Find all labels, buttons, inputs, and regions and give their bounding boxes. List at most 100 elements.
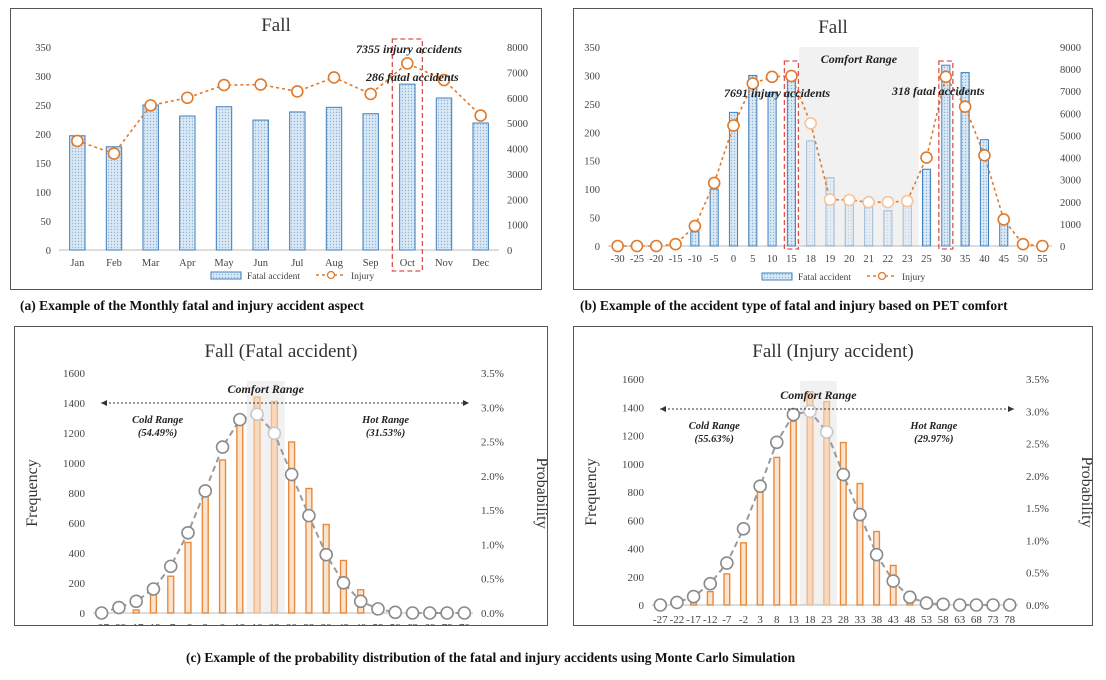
range-arrow-left xyxy=(101,400,107,406)
x-tick-label: 18 xyxy=(805,614,817,625)
y2-tick-label: 2.5% xyxy=(481,437,504,449)
y2-tick-label: 0.5% xyxy=(481,574,504,586)
y-tick-label: 800 xyxy=(69,488,86,500)
chart-svg: Fall (Injury accident) 0 200 400 600 800 1000 1… xyxy=(583,341,1092,625)
line-marker xyxy=(267,426,282,441)
line-marker xyxy=(688,219,702,233)
x-tick-label: -7 xyxy=(166,622,176,625)
x-tick-label: -17 xyxy=(129,622,144,625)
line-marker xyxy=(669,237,682,251)
line-marker xyxy=(302,508,316,523)
line-marker xyxy=(254,78,267,91)
comfort-range-shade xyxy=(799,47,919,246)
annotation-fatal: 286 fatal accidents xyxy=(365,70,459,84)
y-tick-label: 300 xyxy=(584,71,600,82)
chart-panel-c-injury: Fall (Injury accident) 0 200 400 600 800 1000 1… xyxy=(573,326,1093,626)
caption-b: (b) Example of the accident type of fata… xyxy=(580,298,1008,313)
x-tick-label: Aug xyxy=(325,258,344,269)
y2-tick-label: 2000 xyxy=(507,195,528,206)
line-marker xyxy=(819,425,834,439)
bar xyxy=(399,83,416,251)
y2-tick-label: 9000 xyxy=(1060,43,1081,54)
y2-tick-label: 4000 xyxy=(1060,154,1081,165)
x-tick-label: 3 xyxy=(203,622,209,625)
line-marker xyxy=(163,559,178,574)
x-tick-label: May xyxy=(214,258,234,269)
x-tick-label: -17 xyxy=(686,614,701,625)
chart-title: Fall (Injury accident) xyxy=(752,341,913,362)
cold-range-label: Cold Range xyxy=(689,421,740,432)
line-marker xyxy=(862,195,875,209)
y2-tick-label: 0.5% xyxy=(1026,568,1049,580)
y2-tick-label: 2000 xyxy=(1060,198,1081,209)
line-marker xyxy=(919,596,934,610)
y2-tick-label: 5000 xyxy=(507,119,528,130)
y-tick-label: 1600 xyxy=(63,368,86,380)
y-tick-label: 150 xyxy=(584,157,600,168)
x-tick-label: 13 xyxy=(788,614,800,625)
line-marker xyxy=(649,239,663,253)
y2-tick-label: 1.5% xyxy=(481,505,504,517)
x-tick-label: 68 xyxy=(424,622,436,625)
bar xyxy=(362,113,379,251)
x-tick-label: 18 xyxy=(805,254,816,265)
line-marker xyxy=(215,440,230,454)
line-marker xyxy=(997,213,1011,226)
line-marker xyxy=(803,404,817,419)
line-marker xyxy=(753,479,767,493)
bar xyxy=(472,122,489,251)
y2-tick-label: 2.5% xyxy=(1026,439,1049,451)
y2-tick-label: 3.5% xyxy=(481,368,504,380)
x-tick-label: 78 xyxy=(459,622,471,625)
line-marker xyxy=(1002,598,1017,612)
x-tick-label: -20 xyxy=(649,254,663,265)
y-tick-label: 0 xyxy=(639,600,645,612)
x-tick-label: 40 xyxy=(979,254,990,265)
x-tick-label: 19 xyxy=(825,254,836,265)
y2-tick-label: 6000 xyxy=(1060,109,1081,120)
y2-tick-label: 0 xyxy=(507,246,512,257)
x-tick-label: 13 xyxy=(234,622,246,625)
y-tick-label: 100 xyxy=(35,188,51,199)
y2-tick-label: 3000 xyxy=(1060,176,1081,187)
y2-tick-label: 3.5% xyxy=(1026,374,1049,386)
chart-svg: Fall 0 50 100 150 200 250 300 350 0 1000 2000 3000 40… xyxy=(35,15,528,282)
bar xyxy=(902,202,912,247)
x-tick-label: Dec xyxy=(472,258,489,269)
bar xyxy=(979,139,989,247)
line-marker xyxy=(969,598,984,612)
y-axis-label: Frequency xyxy=(583,458,600,526)
y-tick-label: 600 xyxy=(628,515,645,527)
line-marker xyxy=(364,87,377,101)
x-tick-label: 58 xyxy=(390,622,402,625)
y-tick-label: 300 xyxy=(35,72,51,83)
series-line xyxy=(101,412,465,614)
bar xyxy=(856,482,864,606)
caption-a: (a) Example of the Monthly fatal and inj… xyxy=(20,298,364,313)
range-arrow-left xyxy=(660,406,666,412)
line-marker xyxy=(405,606,420,620)
x-tick-label: -12 xyxy=(146,622,161,625)
comfort-range-shade xyxy=(246,381,285,613)
x-tick-label: 43 xyxy=(338,622,350,625)
y2-tick-label: 1000 xyxy=(1060,220,1081,231)
line-marker xyxy=(388,605,403,620)
line-marker xyxy=(843,193,856,207)
legend-bar-label: Fatal accident xyxy=(798,273,851,283)
bar xyxy=(690,231,700,247)
line-marker xyxy=(958,100,972,113)
highlight-box xyxy=(938,60,954,250)
x-tick-label: 3 xyxy=(757,614,763,625)
line-marker xyxy=(707,176,721,190)
line-marker xyxy=(952,598,967,612)
hot-range-pct: (31.53%) xyxy=(366,428,405,439)
line-marker xyxy=(284,467,299,482)
x-tick-label: 35 xyxy=(960,254,971,265)
x-tick-label: -27 xyxy=(653,614,668,625)
x-tick-label: 5 xyxy=(750,254,755,265)
line-marker xyxy=(440,606,454,620)
y2-tick-label: 0 xyxy=(1060,242,1065,253)
y-tick-label: 150 xyxy=(35,159,51,170)
y2-tick-label: 5000 xyxy=(1060,131,1081,142)
y-tick-label: 200 xyxy=(628,572,645,584)
